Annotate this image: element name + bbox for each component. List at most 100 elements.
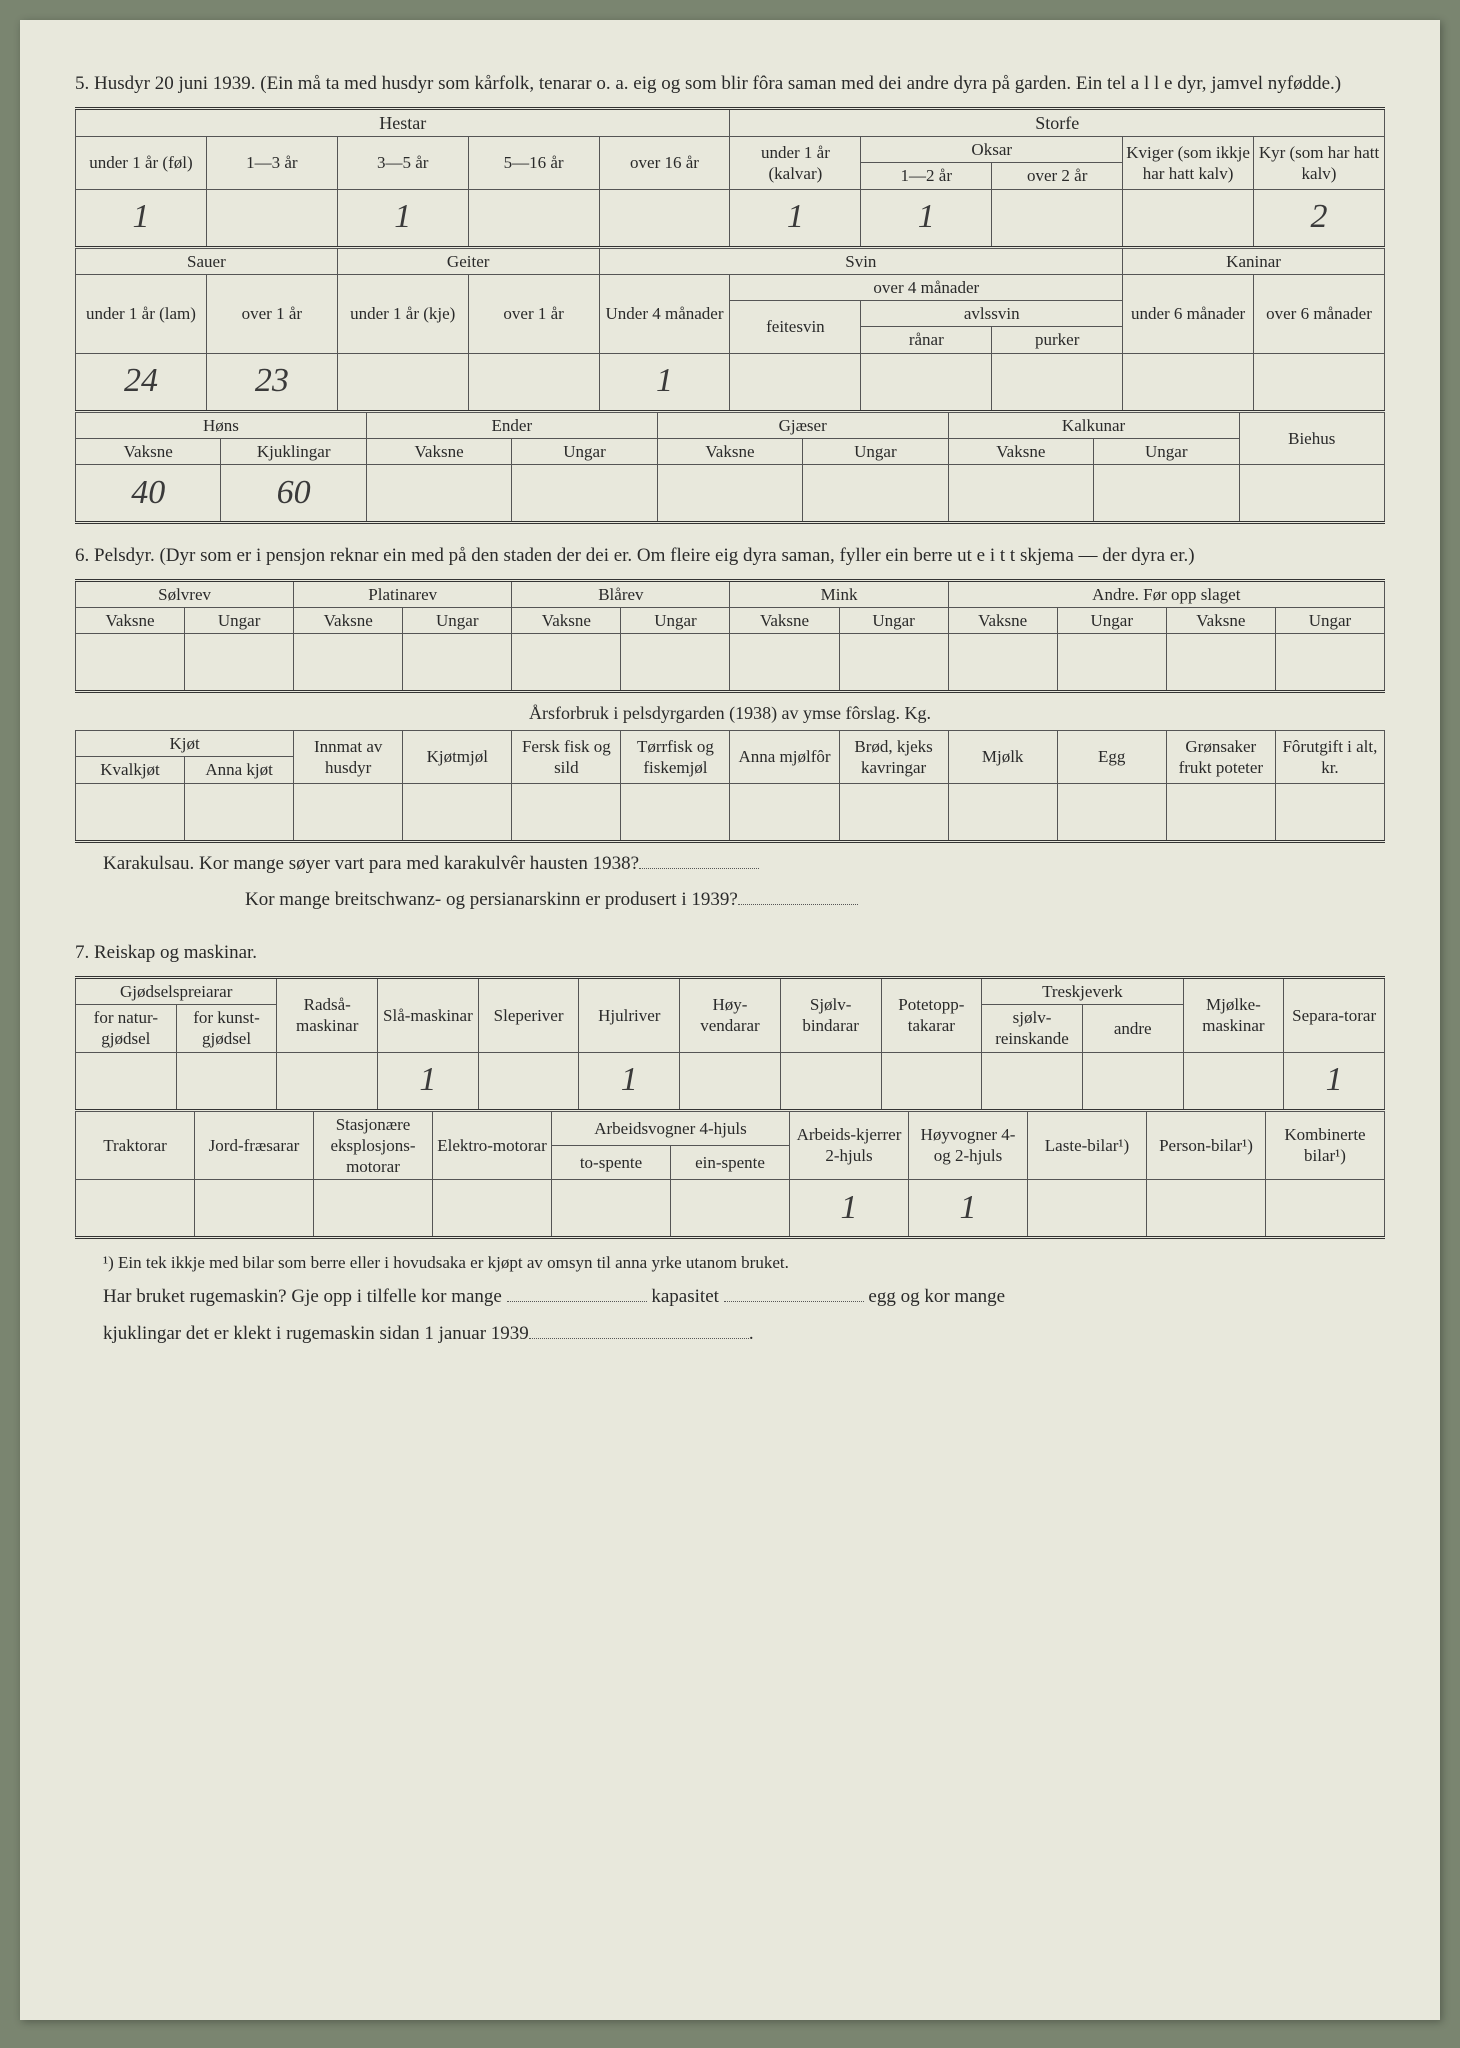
feed-c4: Anna mjølfôr (730, 731, 839, 784)
val-geit-0 (337, 353, 468, 411)
col-kalk-1: Ungar (1094, 438, 1239, 464)
r2-c2: Stasjonære eksplosjons-motorar (314, 1111, 433, 1180)
table-reiskap-1: Gjødselspreiarar Radså-maskinar Slå-mask… (75, 976, 1385, 1112)
av-c1: ein-spente (671, 1145, 790, 1179)
col-hest-2: 3—5 år (337, 137, 468, 190)
r1-v0 (76, 1052, 177, 1110)
pels-cell (839, 634, 948, 692)
val-ender-1 (512, 465, 657, 523)
gjaeser-label: Gjæser (657, 412, 948, 438)
table-pelsdyr: Sølvrev Platinarev Blårev Mink Andre. Fø… (75, 579, 1385, 694)
val-storfe-1: 1 (861, 189, 992, 247)
val-hest-1 (206, 189, 337, 247)
ruge1a: Har bruket rugemaskin? Gje opp i tilfell… (103, 1286, 502, 1307)
p-s2a: Vaksne (512, 607, 621, 633)
r2-v7: 1 (909, 1180, 1028, 1238)
val-ender-0 (366, 465, 511, 523)
r2-c0: Traktorar (76, 1111, 195, 1180)
val-kanin-1 (1254, 353, 1385, 411)
val-kalk-0 (948, 465, 1093, 523)
r1-c6: Potetopp-takarar (881, 977, 982, 1052)
geiter-label: Geiter (337, 248, 599, 274)
p-s0a: Vaksne (76, 607, 185, 633)
val-hest-2: 1 (337, 189, 468, 247)
col-storfe-under1: under 1 år (kalvar) (730, 137, 861, 190)
col-kalk-0: Vaksne (948, 438, 1093, 464)
feed-c8: Grønsaker frukt poteter (1166, 731, 1275, 784)
kjot-label: Kjøt (76, 731, 294, 757)
val-kanin-0 (1123, 353, 1254, 411)
karakul-q1: Karakulsau. Kor mange søyer vart para me… (103, 849, 1385, 879)
col-avls-0: rånar (861, 327, 992, 353)
col-gjaeser-1: Ungar (803, 438, 948, 464)
r1-c0: Radså-maskinar (277, 977, 378, 1052)
r1-c1: Slå-maskinar (378, 977, 479, 1052)
r2-c5: Høyvogner 4- og 2-hjuls (909, 1111, 1028, 1180)
table-hestar-storfe: Hestar Storfe under 1 år (føl) 1—3 år 3—… (75, 107, 1385, 249)
r1-v12: 1 (1284, 1052, 1385, 1110)
val-hons-0: 40 (76, 465, 221, 523)
r2-c7: Person-bilar¹) (1147, 1111, 1266, 1180)
p-s2b: Ungar (621, 607, 730, 633)
p-s0b: Ungar (185, 607, 294, 633)
pels-cell (730, 634, 839, 692)
svin-label: Svin (599, 248, 1123, 274)
p-s4a: Vaksne (948, 607, 1057, 633)
feed-cell (1166, 783, 1275, 841)
col-hest-3: 5—16 år (468, 137, 599, 190)
r1-v9 (982, 1052, 1083, 1110)
feed-cell (730, 783, 839, 841)
val-storfe-3 (1123, 189, 1254, 247)
r2-v1 (195, 1180, 314, 1238)
pels-cell (294, 634, 403, 692)
pels-cell (512, 634, 621, 692)
pels-cell (1275, 634, 1384, 692)
val-svin-2 (861, 353, 992, 411)
pels-cell (621, 634, 730, 692)
feed-cell (512, 783, 621, 841)
gjodsel-c1: for kunst-gjødsel (176, 1005, 277, 1053)
r2-c3: Elektro-motorar (433, 1111, 552, 1180)
pels-cell (403, 634, 512, 692)
biehus-label: Biehus (1239, 412, 1385, 465)
col-hest-4: over 16 år (599, 137, 730, 190)
col-kyr: Kyr (som har hatt kalv) (1254, 137, 1385, 190)
p-s1b: Ungar (403, 607, 512, 633)
storfe-label: Storfe (730, 108, 1385, 137)
pels-g3: Mink (730, 580, 948, 607)
arbeidsvogner-label: Arbeidsvogner 4-hjuls (552, 1111, 790, 1145)
col-oksar-1: over 2 år (992, 163, 1123, 189)
r1-v10 (1082, 1052, 1183, 1110)
r2-v10 (1266, 1180, 1385, 1238)
p-s5a: Vaksne (1166, 607, 1275, 633)
ruge1b: kapasitet (651, 1286, 719, 1307)
col-feite: feitesvin (730, 301, 861, 354)
pels-cell (1166, 634, 1275, 692)
col-svin-under4: Under 4 månader (599, 274, 730, 353)
col-gjaeser-0: Vaksne (657, 438, 802, 464)
feed-c3: Tørrfisk og fiskemjøl (621, 731, 730, 784)
col-sau-0: under 1 år (lam) (76, 274, 207, 353)
census-form-page: 5. Husdyr 20 juni 1939. (Ein må ta med h… (20, 20, 1440, 2020)
p-s1a: Vaksne (294, 607, 403, 633)
av-c0: to-spente (552, 1145, 671, 1179)
blank-line (724, 1301, 864, 1302)
blank-line (529, 1338, 749, 1339)
karakul-q2-text: Kor mange breitschwanz- og persianarskin… (245, 889, 738, 910)
feed-cell (621, 783, 730, 841)
tresk-c0: sjølv-reinskande (982, 1005, 1083, 1053)
gjodsel-label: Gjødselspreiarar (76, 977, 277, 1004)
col-oksar-0: 1—2 år (861, 163, 992, 189)
feed-c9: Fôrutgift i alt, kr. (1275, 731, 1384, 784)
col-kviger: Kviger (som ikkje har hatt kalv) (1123, 137, 1254, 190)
pels-andre: Andre. Før opp slaget (948, 580, 1384, 607)
feed-c5: Brød, kjeks kavringar (839, 731, 948, 784)
q6-title: 6. Pelsdyr. (Dyr som er i pensjon reknar… (75, 542, 1385, 571)
blank-line (639, 868, 759, 869)
feed-cell (403, 783, 512, 841)
col-hons-1: Kjuklingar (221, 438, 366, 464)
feed-caption: Årsforbruk i pelsdyrgarden (1938) av yms… (75, 693, 1385, 730)
r2-v8 (1028, 1180, 1147, 1238)
col-kanin-1: over 6 månader (1254, 274, 1385, 353)
val-svin-0: 1 (599, 353, 730, 411)
